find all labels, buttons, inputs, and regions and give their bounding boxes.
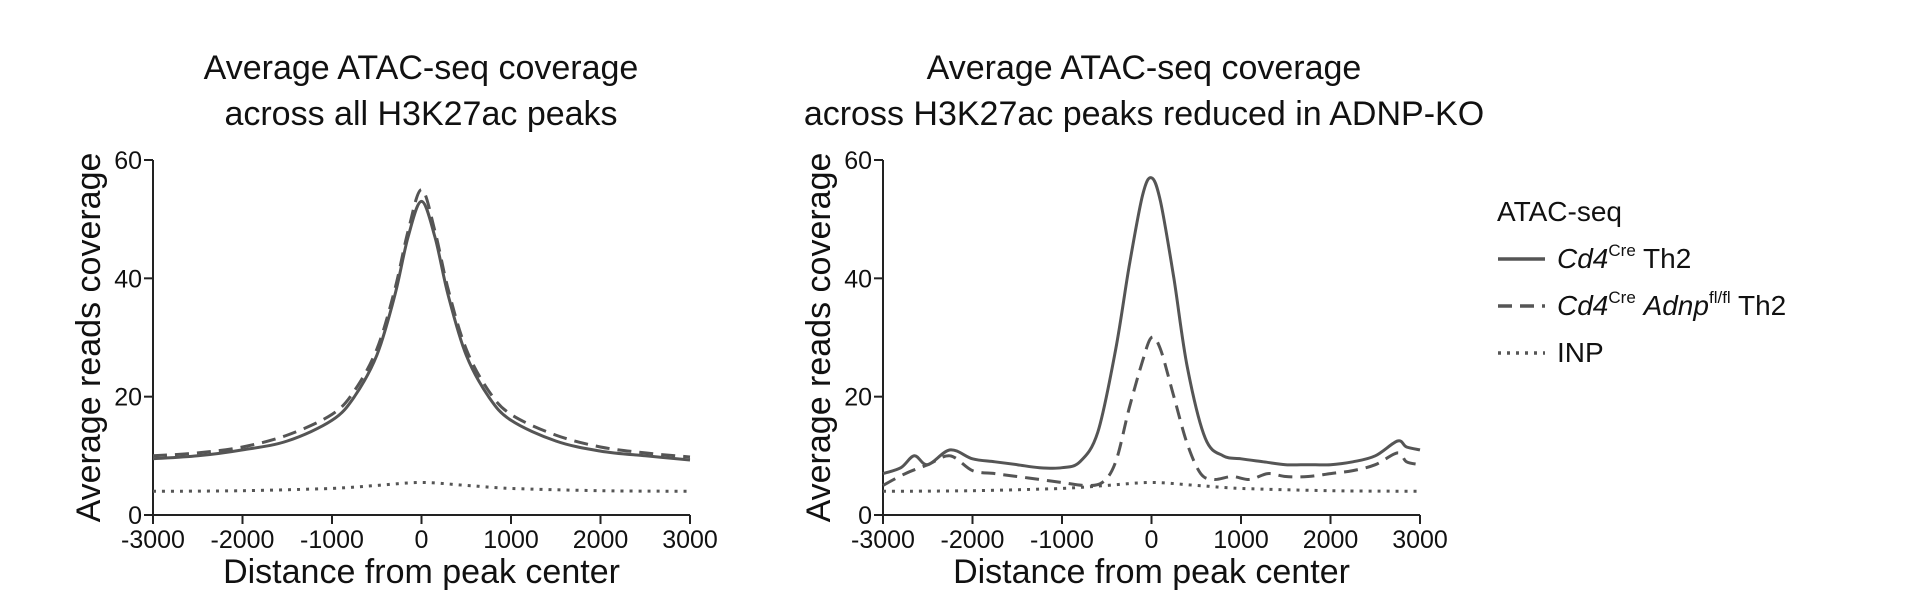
legend-label: INP — [1557, 337, 1604, 368]
x-tick-label: 1000 — [483, 526, 539, 554]
chart-panel-all-peaks: Average ATAC-seq coverage across all H3K2… — [70, 49, 718, 591]
y-tick-label: 40 — [844, 265, 872, 293]
chart-title-line: Average ATAC-seq coverage — [927, 49, 1362, 87]
series-line-solid — [882, 176, 1421, 476]
x-tick-label: -3000 — [121, 526, 185, 554]
legend-label-part: Th2 — [1636, 243, 1692, 274]
legend-item: Cd4Cre Adnpfl/fl Th2 — [1498, 288, 1786, 321]
series-line-dotted — [152, 481, 691, 493]
x-axis-label: Distance from peak center — [223, 553, 620, 591]
series-line-solid — [152, 199, 691, 462]
legend-label-part: fl/fl — [1709, 288, 1731, 307]
legend-label-part: Cre — [1608, 241, 1635, 260]
y-tick-label: 20 — [844, 384, 872, 412]
x-tick-label: 2000 — [573, 526, 629, 554]
legend-label: Cd4Cre Th2 — [1557, 241, 1691, 274]
x-tick-label: -2000 — [941, 526, 1005, 554]
legend-label-part — [1636, 290, 1644, 321]
legend-label-part: Cre — [1608, 288, 1635, 307]
y-tick-label: 60 — [114, 147, 142, 175]
chart-title-line: across H3K27ac peaks reduced in ADNP-KO — [804, 95, 1484, 133]
y-axis-label: Average reads coverage — [70, 153, 108, 523]
x-axis-label: Distance from peak center — [953, 553, 1350, 591]
y-tick-label: 0 — [128, 502, 142, 530]
x-tick-label: 3000 — [1392, 526, 1448, 554]
x-tick-label: 2000 — [1303, 526, 1359, 554]
x-tick-label: -2000 — [211, 526, 275, 554]
chart-title-line: Average ATAC-seq coverage — [204, 49, 639, 87]
legend-label-part: Th2 — [1731, 290, 1787, 321]
chart-title-line: across all H3K27ac peaks — [224, 95, 617, 133]
legend-label-part: Adnp — [1642, 290, 1709, 321]
x-tick-label: -3000 — [851, 526, 915, 554]
y-tick-label: 20 — [114, 384, 142, 412]
x-tick-label: 1000 — [1213, 526, 1269, 554]
legend-title: ATAC-seq — [1497, 196, 1622, 227]
y-tick-label: 60 — [844, 147, 872, 175]
y-axis-label: Average reads coverage — [800, 153, 838, 523]
chart-panel-reduced-peaks: Average ATAC-seq coverage across H3K27ac … — [800, 49, 1484, 591]
series-line-dashed — [152, 188, 691, 459]
x-tick-label: 3000 — [662, 526, 718, 554]
legend-label: Cd4Cre Adnpfl/fl Th2 — [1557, 288, 1786, 321]
x-tick-label: -1000 — [1030, 526, 1094, 554]
y-tick-label: 40 — [114, 265, 142, 293]
legend-label-part: INP — [1557, 337, 1604, 368]
legend-item: Cd4Cre Th2 — [1498, 241, 1691, 274]
x-tick-label: -1000 — [300, 526, 364, 554]
series-line-dashed — [882, 335, 1421, 488]
x-tick-label: 0 — [415, 526, 429, 554]
legend-label-part: Cd4 — [1557, 243, 1608, 274]
y-tick-label: 0 — [858, 502, 872, 530]
legend-label-part: Cd4 — [1557, 290, 1608, 321]
x-tick-label: 0 — [1145, 526, 1159, 554]
legend-item: INP — [1498, 337, 1604, 368]
series-line-dotted — [882, 481, 1421, 493]
